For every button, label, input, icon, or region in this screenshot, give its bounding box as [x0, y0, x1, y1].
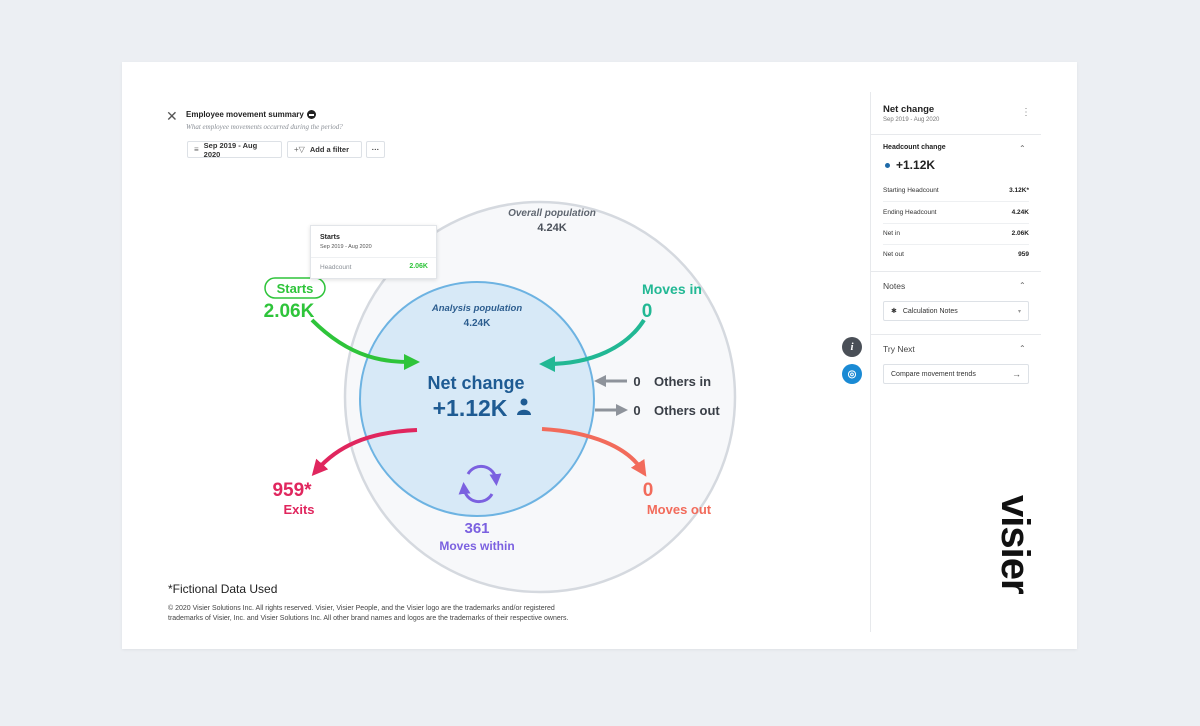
others-out-value: 0 — [633, 403, 640, 418]
add-filter-button[interactable]: +▽ Add a filter — [287, 141, 362, 158]
period-filter-label: Sep 2019 - Aug 2020 — [203, 140, 258, 159]
analysis-population-circle[interactable] — [359, 281, 595, 517]
caret-down-icon: ▾ — [1017, 308, 1021, 315]
starts-value: 2.06K — [264, 301, 315, 322]
moves-out-arrow — [541, 427, 647, 477]
try-next-label: Compare movement trends — [891, 370, 976, 378]
row-value: 4.24K — [1011, 209, 1029, 216]
notes-section: Notes ⌃ ✱ Calculation Notes ▾ — [871, 271, 1041, 335]
tooltip-value: 2.06K — [409, 263, 428, 270]
svg-text:visier: visier — [993, 495, 1032, 594]
exits-arrow — [311, 428, 418, 477]
overall-population-value: 4.24K — [537, 222, 566, 234]
row-value: 3.12K* — [1009, 187, 1029, 194]
moves-in-label: Moves in — [642, 281, 702, 297]
others-in-label: Others in — [654, 374, 711, 389]
arrow-right-icon: → — [1012, 369, 1021, 379]
headcount-section-title: Headcount change — [883, 144, 946, 151]
panel-title: Net change — [883, 104, 935, 115]
person-icon — [517, 398, 531, 415]
starts-badge — [264, 277, 326, 299]
panel-period: Sep 2019 - Aug 2020 — [883, 117, 940, 123]
copyright-line-2: trademarks of Visier, Inc. and Visier So… — [168, 614, 569, 622]
asterisk-icon: ✱ — [891, 308, 897, 315]
kebab-menu-icon[interactable]: ⋮ — [1021, 107, 1031, 118]
notes-section-title: Notes — [883, 281, 906, 291]
tooltip-title: Starts — [320, 234, 340, 241]
try-next-section: Try Next ⌃ Compare movement trends → — [871, 334, 1041, 394]
more-icon: ··· — [371, 145, 380, 154]
try-next-section-title: Try Next — [883, 344, 915, 354]
moves-in-arrow — [539, 318, 646, 372]
moves-within-cycle-icon — [458, 464, 502, 504]
headcount-dot — [885, 163, 890, 168]
overall-population-label: Overall population — [508, 208, 596, 219]
tooltip-period: Sep 2019 - Aug 2020 — [320, 244, 372, 250]
report-title: Employee movement summary — [186, 110, 304, 119]
calculation-notes-label: Calculation Notes — [902, 307, 958, 315]
headcount-section: Headcount change ⌃ +1.12K Starting Headc… — [871, 134, 1041, 272]
starts-arrow — [310, 318, 420, 370]
list-icon: ≡ — [194, 145, 199, 154]
info-icon[interactable]: i — [842, 337, 862, 357]
headcount-row: Net out 959 — [883, 244, 1029, 265]
movement-diagram: Overall population 4.24K Analysis popula… — [264, 200, 737, 594]
visier-logo: visier — [993, 495, 1032, 594]
row-label: Ending Headcount — [883, 209, 937, 216]
compare-movement-trends-button[interactable]: Compare movement trends → — [883, 364, 1029, 384]
title-menu-icon[interactable] — [307, 110, 316, 119]
headcount-row: Ending Headcount 4.24K — [883, 202, 1029, 224]
row-value: 2.06K — [1011, 230, 1029, 237]
exits-value: 959* — [272, 480, 312, 501]
fictional-data-note: *Fictional Data Used — [168, 582, 278, 596]
chevron-up-icon[interactable]: ⌃ — [1019, 344, 1026, 353]
moves-within-label: Moves within — [439, 539, 514, 553]
starts-tooltip: Starts Sep 2019 - Aug 2020 Headcount 2.0… — [310, 225, 437, 279]
row-label: Starting Headcount — [883, 187, 939, 194]
row-value: 959 — [1018, 251, 1029, 258]
chevron-up-icon[interactable]: ⌃ — [1019, 144, 1026, 153]
headcount-row: Net in 2.06K — [883, 223, 1029, 245]
chevron-up-icon[interactable]: ⌃ — [1019, 281, 1026, 290]
report-subtitle: What employee movements occurred during … — [186, 123, 343, 131]
calculation-notes-dropdown[interactable]: ✱ Calculation Notes ▾ — [883, 301, 1029, 321]
headcount-row: Starting Headcount 3.12K* — [883, 180, 1029, 202]
analysis-population-value: 4.24K — [464, 318, 491, 329]
details-panel: Net change Sep 2019 - Aug 2020 ⋮ Headcou… — [870, 92, 1078, 632]
add-filter-label: Add a filter — [309, 145, 349, 154]
moves-in-value: 0 — [642, 301, 653, 322]
tooltip-divider — [311, 257, 436, 258]
moves-out-value: 0 — [643, 480, 654, 501]
moves-out-label: Moves out — [647, 502, 712, 517]
copyright-text: © 2020 Visier Solutions Inc. All rights … — [168, 604, 638, 623]
insight-icon[interactable]: ◎ — [842, 364, 862, 384]
starts-label: Starts — [277, 281, 314, 296]
period-filter-button[interactable]: ≡ Sep 2019 - Aug 2020 — [187, 140, 282, 159]
analysis-population-label: Analysis population — [431, 303, 522, 314]
net-change-value: +1.12K — [433, 395, 508, 421]
copyright-line-1: © 2020 Visier Solutions Inc. All rights … — [168, 605, 555, 612]
more-options-button[interactable]: ··· — [366, 141, 385, 158]
exits-label: Exits — [283, 502, 314, 517]
tooltip-label: Headcount — [320, 264, 352, 271]
close-icon[interactable]: ✕ — [166, 108, 178, 124]
headcount-change-value: +1.12K — [896, 158, 936, 172]
panel-header: Net change Sep 2019 - Aug 2020 ⋮ — [871, 92, 1041, 135]
row-label: Net out — [883, 251, 904, 258]
add-filter-icon: +▽ — [294, 145, 305, 154]
others-in-value: 0 — [633, 374, 640, 389]
others-out-label: Others out — [654, 403, 720, 418]
row-label: Net in — [883, 230, 900, 237]
net-change-label: Net change — [427, 373, 524, 393]
moves-within-value: 361 — [464, 520, 489, 537]
report-card: Overall population 4.24K Analysis popula… — [122, 62, 1077, 649]
